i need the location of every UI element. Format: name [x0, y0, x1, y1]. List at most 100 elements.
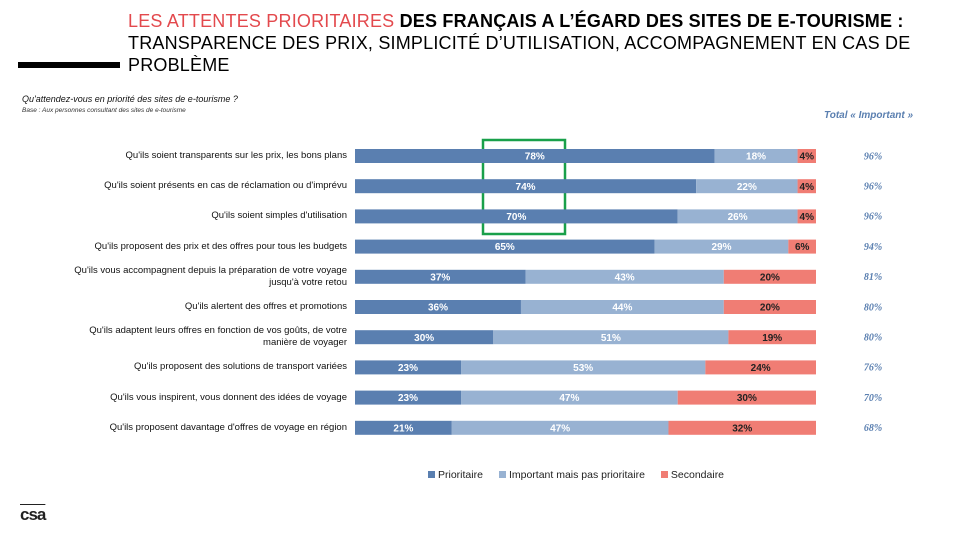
- total-label: 81%: [864, 272, 882, 283]
- total-label: 80%: [864, 302, 882, 313]
- bar-segment: [677, 390, 816, 405]
- bar-segment: [355, 420, 452, 435]
- value-label: 21%: [393, 423, 413, 434]
- legend-label: Secondaire: [670, 469, 725, 481]
- bar-segment: [461, 360, 706, 375]
- bar-segment: [705, 360, 816, 375]
- bar-segment: [723, 269, 816, 284]
- category-label: Qu'ils proposent des solutions de transp…: [133, 361, 347, 373]
- bar-segment: [355, 179, 697, 194]
- bar-segment: [355, 360, 462, 375]
- value-label: 20%: [760, 272, 780, 283]
- category-label: Qu'ils proposent davantage d'offres de v…: [109, 421, 347, 433]
- category-label: Qu'ils soient présents en cas de réclama…: [104, 180, 347, 192]
- legend: Prioritaire Important mais pas prioritair…: [428, 469, 724, 481]
- title-highlight: LES ATTENTES PRIORITAIRES: [128, 11, 395, 31]
- value-label: 30%: [737, 393, 757, 404]
- legend-item: Important mais pas prioritaire: [498, 469, 645, 481]
- value-label: 78%: [525, 152, 545, 163]
- bar-segment: [696, 179, 798, 194]
- bar-segment: [355, 149, 715, 163]
- bar-segment: [677, 209, 798, 224]
- value-label: 24%: [751, 363, 771, 374]
- title-rest: TRANSPARENCE DES PRIX, SIMPLICITÉ D’UTIL…: [128, 33, 911, 75]
- value-label: 44%: [612, 303, 632, 314]
- value-label: 43%: [615, 272, 635, 283]
- title-rule: [18, 62, 120, 68]
- total-label: 80%: [864, 332, 882, 343]
- value-label: 51%: [601, 333, 621, 344]
- value-label: 20%: [760, 303, 780, 314]
- value-label: 6%: [795, 242, 810, 253]
- total-label: 68%: [864, 423, 882, 434]
- legend-item: Prioritaire: [428, 469, 483, 481]
- bar-segment: [355, 269, 526, 284]
- value-label: 37%: [430, 272, 450, 283]
- value-label: 47%: [550, 423, 570, 434]
- value-label: 65%: [495, 242, 515, 253]
- total-label: 76%: [864, 363, 882, 374]
- category-label: Qu'ils soient simples d'utilisation: [211, 210, 347, 222]
- base: Base : Aux personnes consultant des site…: [22, 107, 186, 114]
- category-label: Qu'ils adaptent leurs offres en fonction…: [89, 325, 347, 349]
- value-label: 36%: [428, 303, 448, 314]
- legend-label: Prioritaire: [438, 469, 483, 481]
- value-label: 74%: [516, 182, 536, 193]
- value-label: 4%: [800, 212, 815, 223]
- value-label: 53%: [573, 363, 593, 374]
- bar-segment: [525, 269, 724, 284]
- total-label: 96%: [864, 181, 882, 192]
- bar-segment: [728, 330, 816, 345]
- bar-segment: [355, 209, 678, 224]
- bar-segment: [797, 179, 816, 194]
- value-label: 47%: [559, 393, 579, 404]
- bar-segment: [788, 239, 816, 254]
- category-label: Qu'ils alertent des offres et promotions: [184, 301, 347, 312]
- bar-segment: [520, 300, 724, 314]
- bar-segment: [668, 420, 816, 435]
- legend-label: Important mais pas prioritaire: [508, 469, 645, 481]
- value-label: 4%: [800, 182, 815, 193]
- bar-segment: [723, 300, 816, 314]
- value-label: 18%: [746, 152, 766, 163]
- value-label: 4%: [800, 152, 815, 163]
- total-label: 70%: [864, 393, 882, 404]
- total-label: 96%: [864, 212, 882, 223]
- bar-segment: [355, 390, 462, 405]
- category-label: Qu'ils proposent des prix et des offres …: [94, 240, 347, 252]
- logo: csa: [20, 505, 46, 524]
- bar-segment: [797, 149, 816, 163]
- totals-header: Total « Important »: [824, 110, 914, 121]
- value-label: 26%: [728, 212, 748, 223]
- title-bold: DES FRANÇAIS A L’ÉGARD DES SITES DE E-TO…: [399, 11, 904, 31]
- bar-segment: [654, 239, 789, 254]
- bar-segment: [461, 390, 678, 405]
- value-label: 70%: [506, 212, 526, 223]
- bar-segment: [355, 300, 521, 314]
- legend-swatch: [428, 471, 435, 478]
- title: LES ATTENTES PRIORITAIRES DES FRANÇAIS A…: [128, 10, 928, 76]
- bar-segment: [451, 420, 669, 435]
- category-label: Qu'ils vous accompagnent depuis la prépa…: [74, 264, 347, 288]
- total-label: 94%: [864, 242, 882, 253]
- bar-segment: [493, 330, 729, 345]
- value-label: 23%: [398, 393, 418, 404]
- value-label: 30%: [414, 333, 434, 344]
- value-label: 19%: [762, 333, 782, 344]
- bar-segment: [797, 209, 816, 224]
- category-label: Qu'ils soient transparents sur les prix,…: [125, 150, 347, 161]
- category-label: Qu'ils vous inspirent, vous donnent des …: [110, 391, 347, 403]
- value-label: 22%: [737, 182, 757, 193]
- value-label: 32%: [732, 423, 752, 434]
- bar-segment: [355, 239, 655, 254]
- total-label: 96%: [864, 151, 882, 162]
- question: Qu'attendez-vous en priorité des sites d…: [22, 94, 238, 104]
- legend-swatch: [660, 471, 668, 478]
- bar-segment: [355, 330, 494, 345]
- legend-swatch: [498, 471, 506, 478]
- value-label: 23%: [398, 363, 418, 374]
- bar-segment: [714, 149, 798, 163]
- value-label: 29%: [711, 242, 731, 253]
